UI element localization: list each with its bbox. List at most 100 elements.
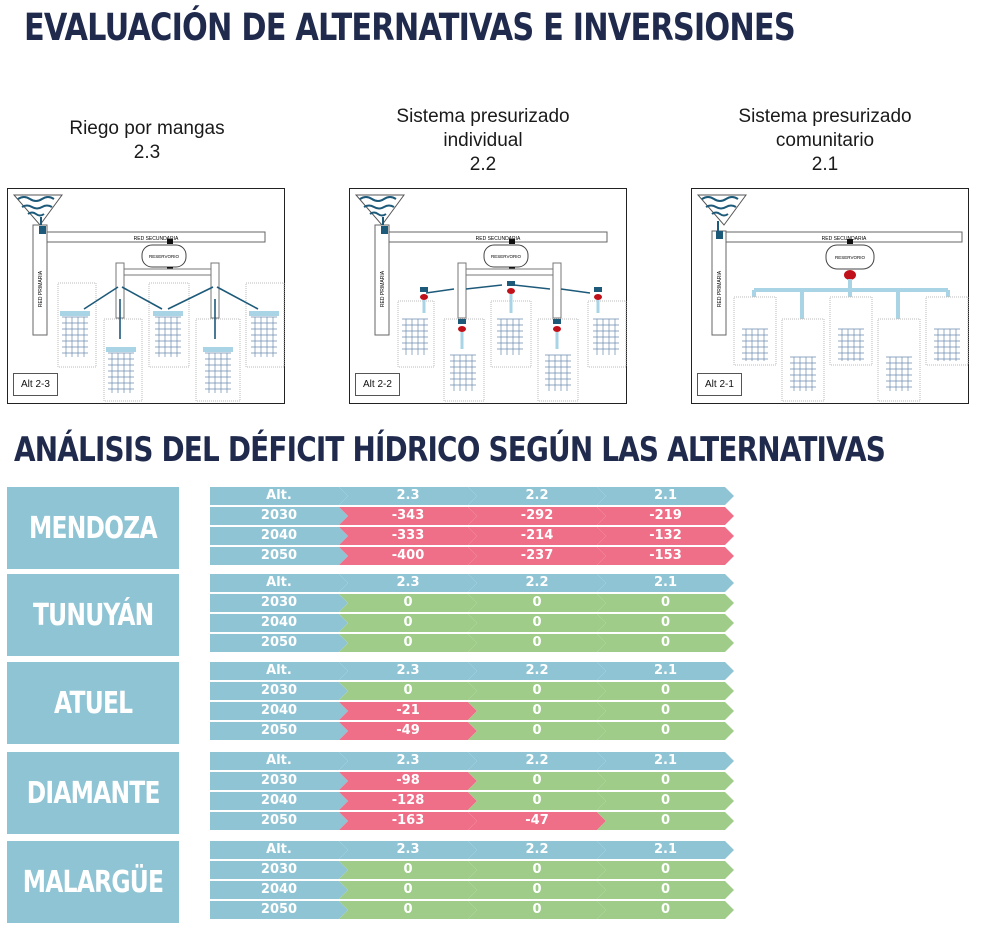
year-cell: 2030 [210,861,348,879]
header-alt-code: 2.1 [597,487,734,505]
deficit-cell: -49 [339,722,477,740]
water-source-icon [354,194,405,226]
alt-tag: Alt 2-3 [13,373,58,396]
svg-text:RED SECUNDARIA: RED SECUNDARIA [134,236,179,242]
no-deficit-cell: 0 [597,634,734,652]
no-deficit-cell: 0 [468,682,606,700]
svg-text:RED SECUNDARIA: RED SECUNDARIA [822,236,867,242]
region-name: ATUEL [53,685,133,721]
header-alt-code: 2.1 [597,752,734,770]
irrigation-diagram: RED SECUNDARIA RED PRIMARIA RESERVORIO [696,194,969,402]
svg-text:RESERVORIO: RESERVORIO [149,254,179,259]
deficit-cell: -132 [597,527,734,545]
deficit-cell: -333 [339,527,477,545]
header-alt-label: Alt. [210,574,348,592]
svg-text:RESERVORIO: RESERVORIO [835,255,865,260]
header-alt-code: 2.1 [597,574,734,592]
no-deficit-cell: 0 [468,594,606,612]
region-label: ATUEL [7,662,179,744]
no-deficit-cell: 0 [468,901,606,919]
region-label: MALARGÜE [7,841,179,923]
no-deficit-cell: 0 [339,861,477,879]
header-alt-code: 2.3 [339,487,477,505]
alt-name-line2: comunitario [775,130,875,151]
water-source-icon [696,194,747,226]
no-deficit-cell: 0 [597,702,734,720]
no-deficit-cell: 0 [597,594,734,612]
page-title: EVALUACIÓN DE ALTERNATIVAS E INVERSIONES [24,6,796,49]
header-alt-code: 2.2 [468,841,606,859]
water-source-icon [12,194,63,226]
year-cell: 2050 [210,812,348,830]
irrigation-diagram: RED SECUNDARIA RED PRIMARIA RESERVORIO [12,194,285,402]
year-cell: 2050 [210,547,348,565]
alt-code: 2.1 [811,154,839,175]
no-deficit-cell: 0 [597,881,734,899]
deficit-cell: -400 [339,547,477,565]
alt-tag: Alt 2-1 [697,373,742,396]
header-alt-code: 2.1 [597,841,734,859]
header-alt-label: Alt. [210,841,348,859]
no-deficit-cell: 0 [468,702,606,720]
header-alt-label: Alt. [210,752,348,770]
year-cell: 2040 [210,792,348,810]
irrigation-diagram: RED SECUNDARIA RED PRIMARIA RESERVORIO [354,194,627,402]
svg-text:RED PRIMARIA: RED PRIMARIA [380,270,386,307]
region-label: TUNUYÁN [7,574,179,656]
year-cell: 2050 [210,722,348,740]
year-cell: 2040 [210,527,348,545]
year-cell: 2040 [210,702,348,720]
diagram-alt-2-1: RED SECUNDARIA RED PRIMARIA RESERVORIO [691,188,969,404]
no-deficit-cell: 0 [468,614,606,632]
region-name: MENDOZA [29,510,158,546]
header-alt-code: 2.3 [339,574,477,592]
svg-text:RED PRIMARIA: RED PRIMARIA [717,270,723,307]
alt-code: 2.3 [133,142,161,163]
diagram-alt-2-2: RED SECUNDARIA RED PRIMARIA RESERVORIO [349,188,627,404]
no-deficit-cell: 0 [597,901,734,919]
no-deficit-cell: 0 [468,881,606,899]
header-alt-code: 2.2 [468,487,606,505]
no-deficit-cell: 0 [339,634,477,652]
alt-title-2-3: Riego por mangas 2.3 [17,117,277,165]
year-cell: 2030 [210,772,348,790]
no-deficit-cell: 0 [597,861,734,879]
deficit-cell: -98 [339,772,477,790]
no-deficit-cell: 0 [339,614,477,632]
diagram-alt-2-3: RED SECUNDARIA RED PRIMARIA RESERVORIO [7,188,285,404]
region-name: TUNUYÁN [32,597,154,633]
alt-title-2-1: Sistema presurizado comunitario 2.1 [695,105,955,177]
no-deficit-cell: 0 [339,682,477,700]
deficit-cell: -237 [468,547,606,565]
header-alt-code: 2.1 [597,662,734,680]
deficit-cell: -292 [468,507,606,525]
no-deficit-cell: 0 [339,901,477,919]
alt-name: Riego por mangas [69,118,225,139]
deficit-cell: -219 [597,507,734,525]
no-deficit-cell: 0 [597,792,734,810]
deficit-cell: -214 [468,527,606,545]
section-title: ANÁLISIS DEL DÉFICIT HÍDRICO SEGÚN LAS A… [14,430,886,470]
header-alt-label: Alt. [210,662,348,680]
no-deficit-cell: 0 [468,634,606,652]
region-name: DIAMANTE [26,775,161,811]
header-alt-code: 2.2 [468,662,606,680]
alt-code: 2.2 [469,154,497,175]
alt-tag: Alt 2-2 [355,373,400,396]
no-deficit-cell: 0 [597,812,734,830]
header-alt-code: 2.3 [339,662,477,680]
svg-text:RED SECUNDARIA: RED SECUNDARIA [476,236,521,242]
year-cell: 2050 [210,901,348,919]
no-deficit-cell: 0 [468,861,606,879]
region-label: MENDOZA [7,487,179,569]
no-deficit-cell: 0 [597,772,734,790]
header-alt-code: 2.2 [468,752,606,770]
region-label: DIAMANTE [7,752,179,834]
header-alt-code: 2.3 [339,752,477,770]
year-cell: 2040 [210,614,348,632]
region-name: MALARGÜE [22,864,164,900]
year-cell: 2040 [210,881,348,899]
header-alt-code: 2.3 [339,841,477,859]
alt-name: Sistema presurizado [738,106,912,127]
svg-text:RESERVORIO: RESERVORIO [491,254,521,259]
